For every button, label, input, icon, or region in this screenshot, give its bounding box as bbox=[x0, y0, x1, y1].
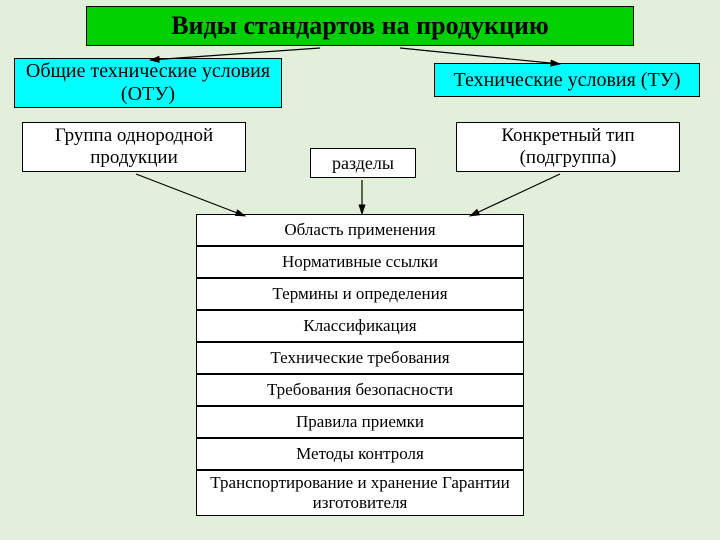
sections-label-text: разделы bbox=[332, 153, 394, 174]
section-row: Правила приемки bbox=[196, 406, 524, 438]
section-row: Термины и определения bbox=[196, 278, 524, 310]
title-box: Виды стандартов на продукцию bbox=[86, 6, 634, 46]
section-row: Методы контроля bbox=[196, 438, 524, 470]
section-row: Требования безопасности bbox=[196, 374, 524, 406]
node-otu: Общие технические условия (ОТУ) bbox=[14, 58, 282, 108]
section-row: Область применения bbox=[196, 214, 524, 246]
node-tu: Технические условия (ТУ) bbox=[434, 63, 700, 97]
sections-label-box: разделы bbox=[310, 148, 416, 178]
node-group: Группа однородной продукции bbox=[22, 122, 246, 172]
node-subtype: Конкретный тип (подгруппа) bbox=[456, 122, 680, 172]
section-row: Нормативные ссылки bbox=[196, 246, 524, 278]
section-row: Технические требования bbox=[196, 342, 524, 374]
section-row: Транспортирование и хранение Гарантии из… bbox=[196, 470, 524, 516]
title-text: Виды стандартов на продукцию bbox=[171, 11, 549, 41]
section-row: Классификация bbox=[196, 310, 524, 342]
